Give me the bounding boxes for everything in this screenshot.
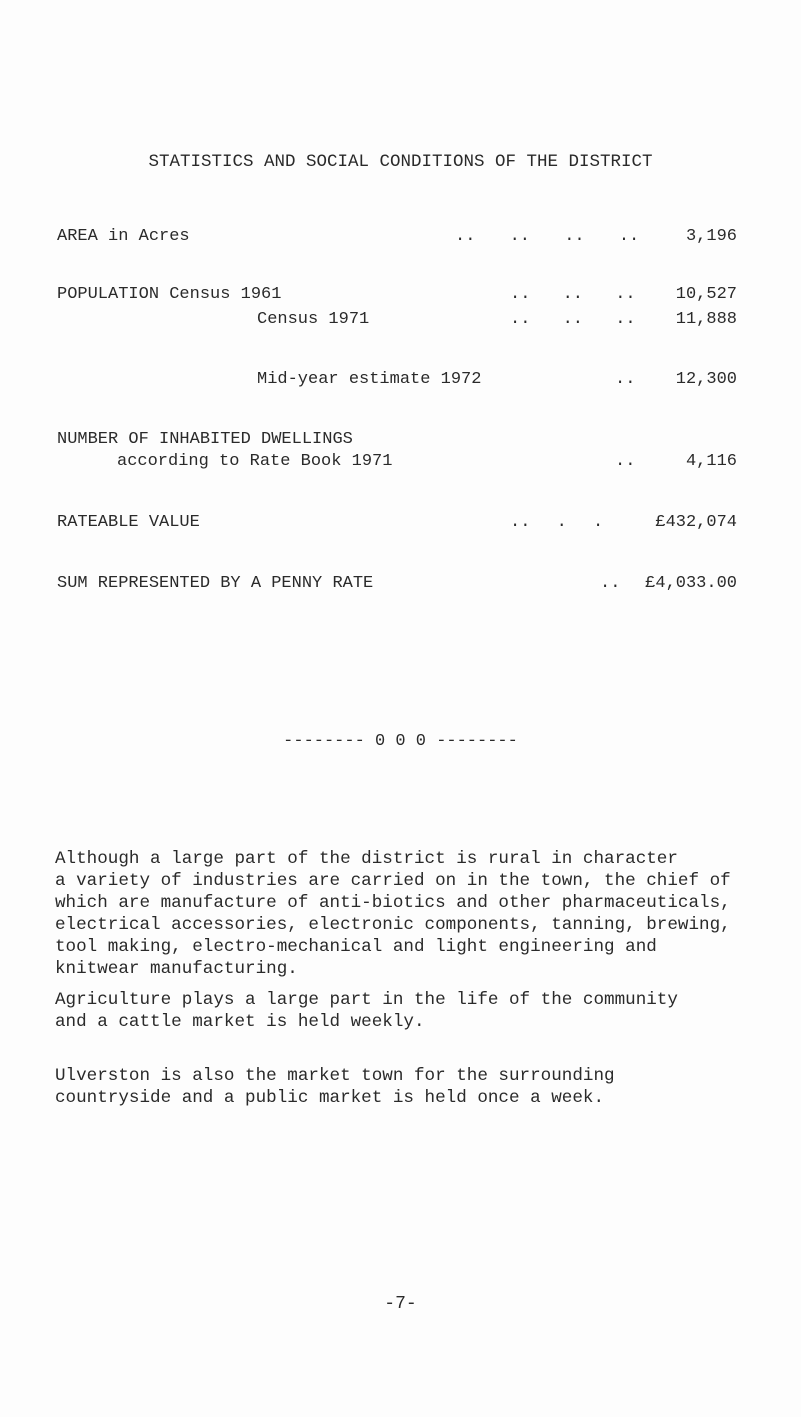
paragraph-market: Ulverston is also the market town for th…: [55, 1066, 615, 1108]
leader-dots: .. .. .. ..: [455, 227, 640, 246]
paragraph-agriculture: Agriculture plays a large part in the li…: [55, 990, 678, 1032]
page-title: STATISTICS AND SOCIAL CONDITIONS OF THE …: [148, 152, 653, 172]
section-separator: -------- 0 0 0 --------: [283, 732, 518, 751]
stat-label: SUM REPRESENTED BY A PENNY RATE: [57, 574, 374, 593]
stat-label-continued: according to Rate Book 1971: [117, 452, 393, 471]
stat-value: £432,074: [655, 513, 737, 532]
stat-label: RATEABLE VALUE: [57, 513, 200, 532]
stat-value: 4,116: [685, 452, 737, 471]
leader-dots: ..: [615, 452, 636, 471]
stat-label: NUMBER OF INHABITED DWELLINGS: [57, 430, 353, 449]
page-number: -7-: [384, 1294, 417, 1314]
paragraph-industries: Although a large part of the district is…: [55, 849, 731, 979]
stat-label: POPULATION Census 1961: [57, 285, 282, 304]
leader-dots: .. .. ..: [510, 310, 636, 329]
stat-value: 10,527: [675, 285, 737, 304]
stat-value: 11,888: [675, 310, 737, 329]
stat-value: 3,196: [685, 227, 737, 246]
leader-dots: .. . .: [510, 513, 604, 532]
stat-label: AREA in Acres: [57, 227, 190, 246]
stat-label: Mid-year estimate 1972: [257, 370, 482, 389]
stat-label: Census 1971: [257, 310, 370, 329]
stat-value: 12,300: [675, 370, 737, 389]
stat-value: £4,033.00: [645, 574, 737, 593]
leader-dots: ..: [600, 574, 621, 593]
leader-dots: ..: [615, 370, 636, 389]
leader-dots: .. .. ..: [510, 285, 636, 304]
